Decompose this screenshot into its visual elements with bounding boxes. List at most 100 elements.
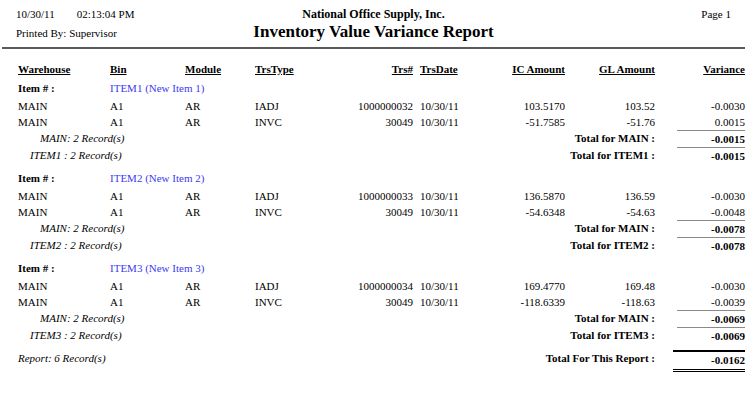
col-header-gl-amount: GL Amount [565, 61, 655, 77]
company-name: National Office Supply, Inc. [302, 7, 444, 22]
item-total-label: Total for ITEM2 : [570, 237, 655, 253]
item-number-label: Item # : [18, 170, 110, 186]
report-header-row2: Printed By: Supervisor Inventory Value V… [0, 22, 747, 42]
cell-trs-number: 1000000032 [318, 98, 413, 114]
cell-bin: A1 [110, 278, 185, 294]
cell-module: AR [185, 98, 255, 114]
group-rows: MAIN A1 AR IADJ 1000000033 10/30/11 136.… [0, 188, 747, 220]
cell-warehouse: MAIN [18, 188, 110, 204]
cell-trsdate: 10/30/11 [420, 114, 480, 130]
cell-ic-amount: 103.5170 [480, 98, 565, 114]
item-total-cell: -0.0078 [655, 237, 745, 254]
warehouse-record-count: MAIN: 2 Record(s) [40, 220, 125, 236]
print-time: 02:13:04 PM [77, 8, 135, 20]
table-row: MAIN A1 AR IADJ 1000000033 10/30/11 136.… [0, 188, 747, 204]
item-number-label: Item # : [18, 80, 110, 96]
cell-trstype: INVC [255, 294, 318, 310]
header-divider [2, 47, 745, 49]
col-header-trs: Trs# [318, 61, 413, 77]
cell-gl-amount: -51.76 [565, 114, 655, 130]
cell-warehouse: MAIN [18, 98, 110, 114]
cell-variance: -0.0048 [655, 204, 745, 220]
item-group: Item # : ITEM1 (New Item 1) MAIN A1 AR I… [0, 80, 747, 164]
table-row: MAIN A1 AR INVC 30049 10/30/11 -51.7585 … [0, 114, 747, 130]
cell-bin: A1 [110, 294, 185, 310]
report-title: Inventory Value Variance Report [253, 22, 493, 42]
item-total-label: Total for ITEM1 : [570, 147, 655, 163]
item-total-row: ITEM2 : 2 Record(s) Total for ITEM2 : -0… [0, 237, 747, 254]
cell-ic-amount: 169.4770 [480, 278, 565, 294]
cell-trstype: IADJ [255, 278, 318, 294]
cell-module: AR [185, 188, 255, 204]
cell-variance: 0.0015 [655, 114, 745, 130]
cell-variance: -0.0030 [655, 98, 745, 114]
col-header-trsdate: TrsDate [420, 61, 480, 77]
cell-ic-amount: 136.5870 [480, 188, 565, 204]
page-number: Page 1 [445, 8, 731, 20]
cell-gl-amount: 169.48 [565, 278, 655, 294]
warehouse-total-cell: -0.0069 [655, 310, 745, 327]
cell-trstype: IADJ [255, 98, 318, 114]
cell-module: AR [185, 204, 255, 220]
cell-spacer [413, 188, 420, 204]
warehouse-total-row: MAIN: 2 Record(s) Total for MAIN : -0.00… [0, 130, 747, 147]
item-group: Item # : ITEM3 (New Item 3) MAIN A1 AR I… [0, 260, 747, 344]
item-number-label: Item # : [18, 260, 110, 276]
cell-trs-number: 1000000033 [318, 188, 413, 204]
cell-trstype: INVC [255, 204, 318, 220]
col-header-warehouse: Warehouse [18, 61, 110, 77]
warehouse-total-cell: -0.0015 [655, 130, 745, 147]
item-total-row: ITEM1 : 2 Record(s) Total for ITEM1 : -0… [0, 147, 747, 164]
report-page: 10/30/11 02:13:04 PM National Office Supp… [0, 0, 747, 404]
cell-trsdate: 10/30/11 [420, 204, 480, 220]
col-header-bin: Bin [110, 61, 185, 77]
col-header-trstype: TrsType [255, 61, 318, 77]
item-total-cell: -0.0069 [655, 327, 745, 344]
warehouse-total-label: Total for MAIN : [575, 130, 655, 146]
cell-module: AR [185, 278, 255, 294]
warehouse-record-count: MAIN: 2 Record(s) [40, 310, 125, 326]
cell-trs-number: 30049 [318, 114, 413, 130]
item-total-row: ITEM3 : 2 Record(s) Total for ITEM3 : -0… [0, 327, 747, 344]
cell-bin: A1 [110, 188, 185, 204]
col-spacer [413, 61, 420, 77]
group-rows: MAIN A1 AR IADJ 1000000032 10/30/11 103.… [0, 98, 747, 130]
cell-module: AR [185, 294, 255, 310]
item-total-label: Total for ITEM3 : [570, 327, 655, 343]
cell-variance: -0.0039 [655, 294, 745, 310]
cell-spacer [413, 204, 420, 220]
item-total-value: -0.0015 [677, 147, 745, 164]
warehouse-total-label: Total for MAIN : [575, 310, 655, 326]
cell-ic-amount: -54.6348 [480, 204, 565, 220]
cell-trs-number: 30049 [318, 294, 413, 310]
cell-trsdate: 10/30/11 [420, 278, 480, 294]
item-record-count: ITEM1 : 2 Record(s) [30, 147, 122, 163]
cell-gl-amount: 136.59 [565, 188, 655, 204]
warehouse-total-value: -0.0069 [677, 310, 745, 327]
cell-trsdate: 10/30/11 [420, 294, 480, 310]
warehouse-total-row: MAIN: 2 Record(s) Total for MAIN : -0.00… [0, 310, 747, 327]
cell-trs-number: 30049 [318, 204, 413, 220]
cell-trstype: IADJ [255, 188, 318, 204]
cell-spacer [413, 98, 420, 114]
cell-trstype: INVC [255, 114, 318, 130]
printed-by-label: Printed By: [16, 27, 66, 39]
report-total-label: Total For This Report : [546, 350, 655, 366]
item-name: ITEM1 (New Item 1) [110, 80, 420, 96]
table-row: MAIN A1 AR INVC 30049 10/30/11 -118.6339… [0, 294, 747, 310]
group-rows: MAIN A1 AR IADJ 1000000034 10/30/11 169.… [0, 278, 747, 310]
cell-bin: A1 [110, 204, 185, 220]
item-total-value: -0.0069 [677, 327, 745, 344]
item-record-count: ITEM3 : 2 Record(s) [30, 327, 122, 343]
item-name: ITEM3 (New Item 3) [110, 260, 420, 276]
item-record-count: ITEM2 : 2 Record(s) [30, 237, 122, 253]
cell-bin: A1 [110, 98, 185, 114]
item-total-cell: -0.0015 [655, 147, 745, 164]
warehouse-total-cell: -0.0078 [655, 220, 745, 237]
report-record-count: Report: 6 Record(s) [18, 350, 106, 366]
printed-by-value: Supervisor [69, 27, 117, 39]
item-total-value: -0.0078 [677, 237, 745, 254]
cell-trsdate: 10/30/11 [420, 98, 480, 114]
item-name: ITEM2 (New Item 2) [110, 170, 420, 186]
cell-variance: -0.0030 [655, 188, 745, 204]
